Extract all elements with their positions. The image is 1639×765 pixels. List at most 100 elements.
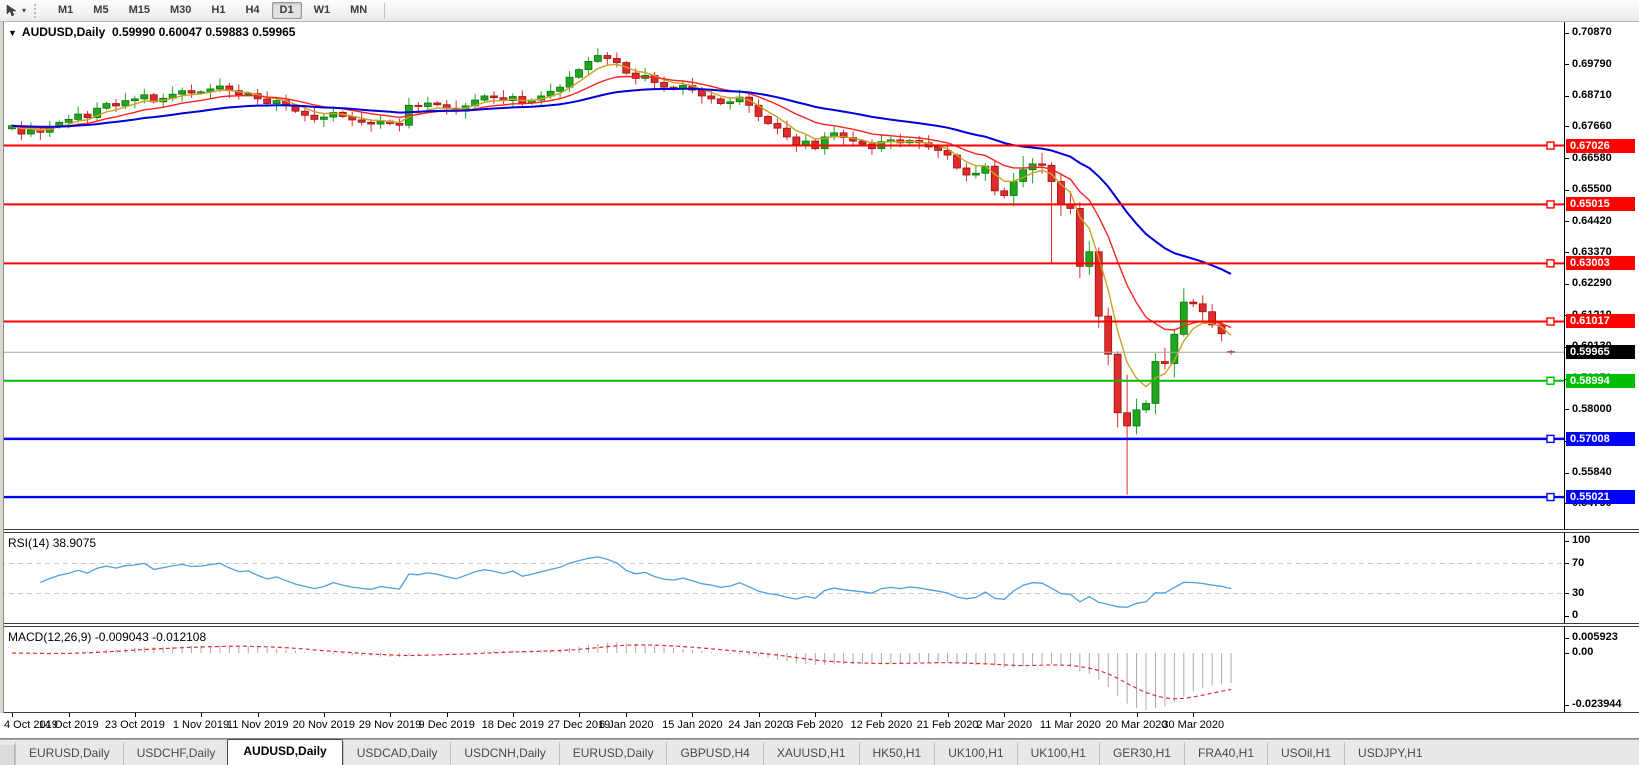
toolbar-separator <box>384 2 386 19</box>
tool-dropdown-icon[interactable]: ▾ <box>22 6 27 15</box>
time-tick-label: 20 Mar 2020 <box>1105 719 1168 731</box>
chart-tab-eurusd-daily[interactable]: EURUSD,Daily <box>15 742 123 765</box>
time-tick-label: 20 Nov 2019 <box>292 719 356 731</box>
chart-tab-fra40-h1[interactable]: FRA40,H1 <box>1183 742 1267 765</box>
price-tick-mark <box>1565 409 1569 411</box>
chart-tab-xauusd-h1[interactable]: XAUUSD,H1 <box>762 742 859 765</box>
time-tick-mark <box>512 713 514 717</box>
rsi-label: RSI(14) 38.9075 <box>8 536 96 550</box>
timeframe-button-mn[interactable]: MN <box>350 4 368 16</box>
time-tick-label: 27 Dec 2019 <box>547 719 611 731</box>
level-price-badge: 0.61017 <box>1566 314 1635 329</box>
toolbar-grip[interactable] <box>34 3 40 18</box>
chart-tab-ger30-h1[interactable]: GER30,H1 <box>1098 742 1184 765</box>
time-tick-label: 2 Mar 2020 <box>976 719 1033 731</box>
timeframe-button-d1[interactable]: D1 <box>271 2 302 19</box>
time-tick-mark <box>579 713 580 717</box>
time-tick-label: 18 Dec 2019 <box>481 719 545 731</box>
macd-tick-label: -0.023944 <box>1572 698 1622 710</box>
macd-indicator-name: MACD(12,26,9) <box>8 630 92 644</box>
price-tick-mark <box>1565 95 1569 97</box>
timeframe-button-h1[interactable]: H1 <box>211 4 226 16</box>
time-tick-mark <box>68 713 70 717</box>
time-tick-mark <box>134 713 136 717</box>
rsi-tick-mark <box>1565 540 1569 542</box>
time-tick-label: 29 Nov 2019 <box>358 719 422 731</box>
macd-tick-label: 0.00 <box>1572 646 1594 658</box>
macd-tick-mark <box>1565 637 1569 639</box>
time-tick-label: 15 Jan 2020 <box>662 719 723 731</box>
chart-tab-usdjpy-h1[interactable]: USDJPY,H1 <box>1344 742 1435 765</box>
price-tick-mark <box>1565 189 1569 191</box>
price-tick-label: 0.63370 <box>1572 245 1612 258</box>
time-tick-mark <box>626 713 628 717</box>
rsi-tick-label: 70 <box>1572 556 1585 569</box>
rsi-indicator-name: RSI(14) <box>8 536 50 550</box>
level-price-badge: 0.57008 <box>1566 431 1635 446</box>
rsi-pane[interactable]: 100 70 30 0 RSI(14) 38.9075 <box>0 532 1639 624</box>
tab-scroll-notch[interactable] <box>0 745 15 765</box>
macd-plot[interactable] <box>0 627 1564 712</box>
price-tick-mark <box>1565 283 1569 285</box>
rsi-tick-label: 0 <box>1572 609 1579 621</box>
macd-tick-mark <box>1565 704 1569 706</box>
time-tick-label: 1 Nov 2019 <box>172 719 230 731</box>
timeframe-button-h4[interactable]: H4 <box>245 4 260 16</box>
chart-tab-usdcnh-daily[interactable]: USDCNH,Daily <box>450 742 558 765</box>
level-price-badge: 0.55021 <box>1566 490 1635 505</box>
timeframe-button-m1[interactable]: M1 <box>58 4 74 16</box>
price-tick-label: 0.67660 <box>1572 119 1612 132</box>
left-edge-strip <box>0 22 4 713</box>
level-price-badge: 0.65015 <box>1566 197 1635 212</box>
price-tick-mark <box>1565 126 1569 128</box>
timeframe-button-m5[interactable]: M5 <box>93 4 109 16</box>
rsi-tick-label: 100 <box>1572 534 1591 546</box>
macd-axis[interactable]: 0.005923 0.00 -0.023944 <box>1564 627 1639 712</box>
price-tick-label: 0.55840 <box>1572 466 1612 479</box>
rsi-tick-mark <box>1565 615 1569 617</box>
price-tick-mark <box>1565 32 1569 34</box>
time-tick-label: 14 Oct 2019 <box>38 719 99 731</box>
chart-window[interactable]: 0.70870 0.69790 0.68710 0.67660 0.66580 0.655… <box>0 22 1639 713</box>
time-tick-mark <box>323 713 325 717</box>
time-tick-label: 3 Feb 2020 <box>787 719 844 731</box>
time-tick-mark <box>1004 713 1006 717</box>
chart-tab-usdchf-daily[interactable]: USDCHF,Daily <box>122 742 229 765</box>
rsi-plot[interactable] <box>0 533 1564 623</box>
timeframe-button-w1[interactable]: W1 <box>313 4 331 16</box>
chart-tab-gbpusd-h4[interactable]: GBPUSD,H4 <box>666 742 762 765</box>
chart-ohlc-values: 0.59990 0.60047 0.59883 0.59965 <box>111 25 296 39</box>
price-tick-mark <box>1565 64 1569 66</box>
macd-signal-value: -0.012108 <box>152 630 207 644</box>
chart-tab-usdcad-daily[interactable]: USDCAD,Daily <box>342 742 451 765</box>
time-tick-label: 30 Mar 2020 <box>1162 719 1225 731</box>
chart-symbol: AUDUSD,Daily <box>21 25 106 39</box>
time-tick-mark <box>257 713 259 717</box>
macd-pane[interactable]: 0.005923 0.00 -0.023944 MACD(12,26,9) -0.0… <box>0 626 1639 713</box>
timeframe-button-m30[interactable]: M30 <box>169 4 192 16</box>
chart-tab-uk100-h1[interactable]: UK100,H1 <box>934 742 1016 765</box>
rsi-tick-mark <box>1565 563 1569 564</box>
chart-tab-hk50-h1[interactable]: HK50,H1 <box>858 742 935 765</box>
price-tick-label: 0.70870 <box>1572 26 1612 38</box>
time-tick-mark <box>692 713 694 717</box>
time-tick-mark <box>12 713 13 717</box>
price-axis[interactable]: 0.70870 0.69790 0.68710 0.67660 0.66580 0.655… <box>1564 22 1639 529</box>
crosshair-tool-icon[interactable] <box>0 2 22 20</box>
time-axis[interactable]: 4 Oct 2019 14 Oct 2019 23 Oct 2019 1 Nov 20… <box>0 713 1639 739</box>
rsi-axis[interactable]: 100 70 30 0 <box>1564 533 1639 623</box>
chart-tab-uk100-h1[interactable]: UK100,H1 <box>1016 742 1099 765</box>
chart-tab-eurusd-daily[interactable]: EURUSD,Daily <box>558 742 667 765</box>
timeframe-button-m15[interactable]: M15 <box>128 4 150 16</box>
rsi-tick-mark <box>1565 593 1569 594</box>
main-price-pane[interactable]: 0.70870 0.69790 0.68710 0.67660 0.66580 0.655… <box>0 22 1639 530</box>
chart-tab-usoil-h1[interactable]: USOil,H1 <box>1267 742 1344 765</box>
price-tick-mark <box>1565 472 1569 474</box>
chart-tab-audusd-daily[interactable]: AUDUSD,Daily <box>227 739 343 765</box>
symbol-dropdown-icon[interactable]: ▼ <box>8 28 17 38</box>
candlestick-plot[interactable] <box>0 22 1564 529</box>
time-tick-mark <box>1193 713 1195 717</box>
macd-label: MACD(12,26,9) -0.009043 -0.012108 <box>8 630 206 644</box>
price-tick-mark <box>1565 158 1569 160</box>
